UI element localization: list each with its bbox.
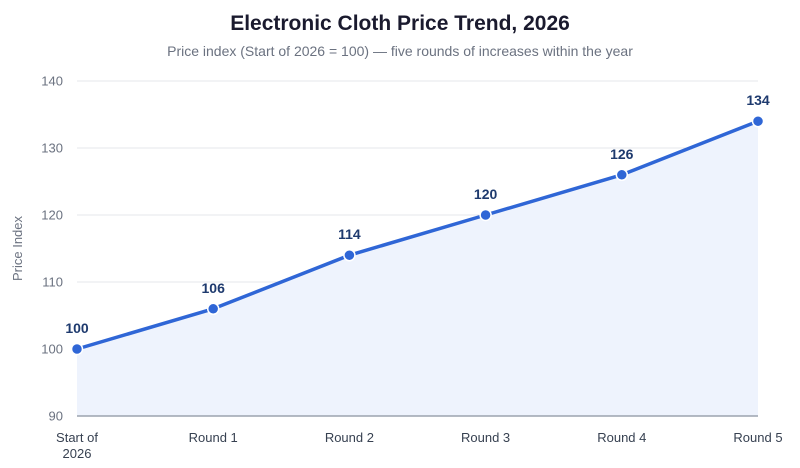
x-tick-label-5: Round 5 <box>733 430 782 445</box>
data-label-5: 134 <box>746 92 770 108</box>
data-point-1 <box>206 302 220 316</box>
y-axis-label: Price Index <box>10 215 25 281</box>
x-tick-label-2: Round 2 <box>325 430 374 445</box>
y-tick-label-130: 130 <box>41 141 63 156</box>
chart-title: Electronic Cloth Price Trend, 2026 <box>230 12 570 35</box>
y-tick-label-120: 120 <box>41 208 63 223</box>
series-line <box>75 119 760 351</box>
data-label-2: 114 <box>338 226 361 242</box>
x-tick-label-1: Round 1 <box>189 430 238 445</box>
data-point-5 <box>751 114 765 128</box>
y-tick-label-110: 110 <box>42 275 63 290</box>
y-tick-label-140: 140 <box>41 74 63 89</box>
data-label-0: 100 <box>65 320 89 336</box>
data-point-4 <box>615 168 629 182</box>
data-point-3 <box>479 208 492 222</box>
x-tick-label-4: Round 4 <box>597 430 646 445</box>
data-point-2 <box>343 248 356 262</box>
x-tick-label-0: Start of 2026 <box>56 430 98 461</box>
chart-subtitle: Price index (Start of 2026 = 100) — five… <box>167 43 633 59</box>
y-tick-label-100: 100 <box>41 342 63 357</box>
data-label-3: 120 <box>474 186 498 202</box>
data-label-4: 126 <box>610 146 634 162</box>
data-label-1: 106 <box>202 280 226 296</box>
x-tick-label-3: Round 3 <box>461 430 510 445</box>
area-fill <box>77 121 758 416</box>
y-tick-label-90: 90 <box>49 409 63 424</box>
data-point-0 <box>70 342 84 356</box>
